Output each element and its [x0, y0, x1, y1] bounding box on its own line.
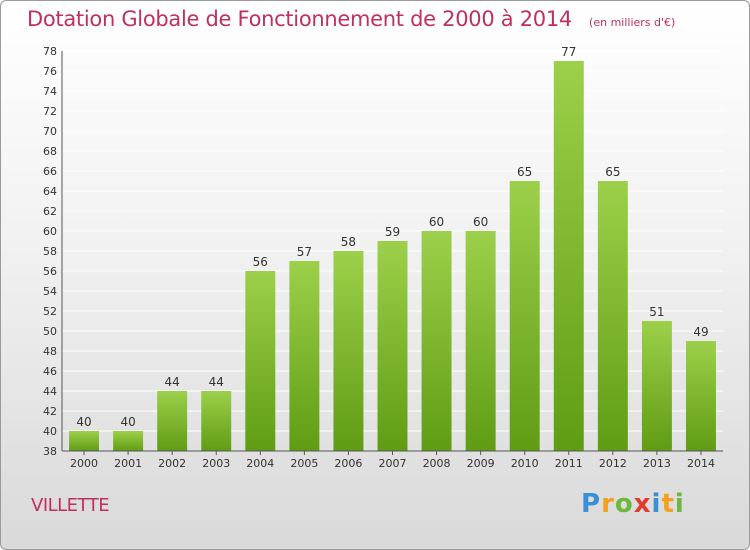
- y-tick-label: 40: [43, 425, 57, 438]
- value-label: 58: [341, 235, 356, 249]
- x-tick-label: 2013: [643, 457, 671, 470]
- y-tick-label: 50: [43, 325, 57, 338]
- y-tick-label: 60: [43, 225, 57, 238]
- bar: [509, 181, 540, 451]
- commune-name: VILLETTE: [31, 495, 110, 516]
- logo-letter: r: [601, 489, 615, 519]
- logo-letter: x: [633, 489, 652, 519]
- y-tick-label: 52: [43, 305, 57, 318]
- y-tick-label: 78: [43, 45, 57, 58]
- y-tick-label: 44: [43, 385, 57, 398]
- x-tick-label: 2004: [246, 457, 274, 470]
- title-row: Dotation Globale de Fonctionnement de 20…: [27, 7, 675, 31]
- y-tick-label: 46: [43, 365, 57, 378]
- value-label: 44: [165, 375, 180, 389]
- y-tick-label: 38: [43, 445, 57, 458]
- y-tick-label: 42: [43, 405, 57, 418]
- y-tick-label: 68: [43, 145, 57, 158]
- bar: [641, 321, 672, 451]
- bar: [685, 341, 716, 451]
- logo-letter: P: [581, 489, 602, 519]
- x-tick-label: 2009: [467, 457, 495, 470]
- logo-letter: i: [674, 489, 685, 519]
- value-label: 40: [120, 415, 135, 429]
- value-label: 40: [76, 415, 91, 429]
- value-label: 44: [209, 375, 224, 389]
- value-label: 65: [605, 165, 620, 179]
- bar: [245, 271, 276, 451]
- value-label: 57: [297, 245, 312, 259]
- value-label: 60: [473, 215, 488, 229]
- y-tick-label: 64: [43, 185, 57, 198]
- value-label: 65: [517, 165, 532, 179]
- y-tick-label: 74: [43, 85, 57, 98]
- bar: [597, 181, 628, 451]
- bar: [377, 241, 408, 451]
- y-tick-label: 70: [43, 125, 57, 138]
- x-tick-label: 2001: [114, 457, 142, 470]
- bar: [113, 431, 144, 451]
- x-tick-label: 2014: [687, 457, 715, 470]
- bar: [69, 431, 100, 451]
- x-tick-label: 2002: [158, 457, 186, 470]
- y-tick-label: 66: [43, 165, 57, 178]
- value-label: 59: [385, 225, 400, 239]
- x-tick-label: 2007: [379, 457, 407, 470]
- proxiti-logo: Proxiti: [581, 489, 685, 519]
- bar: [333, 251, 364, 451]
- bar: [157, 391, 188, 451]
- x-tick-label: 2010: [511, 457, 539, 470]
- bar: [465, 231, 496, 451]
- chart-title: Dotation Globale de Fonctionnement de 20…: [27, 7, 572, 31]
- x-tick-label: 2003: [202, 457, 230, 470]
- logo-letter: t: [661, 489, 675, 519]
- x-tick-label: 2008: [423, 457, 451, 470]
- value-label: 77: [561, 45, 576, 59]
- value-label: 51: [649, 305, 664, 319]
- logo-letter: i: [651, 489, 662, 519]
- x-tick-label: 2000: [70, 457, 98, 470]
- y-tick-label: 76: [43, 65, 57, 78]
- x-tick-label: 2006: [334, 457, 362, 470]
- value-label: 49: [693, 325, 708, 339]
- value-label: 56: [253, 255, 268, 269]
- y-tick-label: 58: [43, 245, 57, 258]
- bar: [553, 61, 584, 451]
- bar-layer: 40 40 44 44 56 57 58 59 60 60 65 77 65 51 49: [69, 45, 716, 451]
- x-tick-label: 2012: [599, 457, 627, 470]
- x-tick-label: 2011: [555, 457, 583, 470]
- logo-letter: o: [614, 489, 634, 519]
- value-label: 60: [429, 215, 444, 229]
- y-tick-label: 48: [43, 345, 57, 358]
- bar: [289, 261, 320, 451]
- y-tick-label: 72: [43, 105, 57, 118]
- x-tick-label: 2005: [290, 457, 318, 470]
- y-tick-label: 62: [43, 205, 57, 218]
- chart-unit: (en milliers d'€): [589, 16, 676, 29]
- bar: [421, 231, 452, 451]
- y-tick-label: 54: [43, 285, 57, 298]
- y-tick-label: 56: [43, 265, 57, 278]
- axis-layer: 38 40 42 44 46 48 50 52 54 56 58 60 62 64 66 68 70 72 74 76…: [43, 45, 723, 470]
- bar: [201, 391, 232, 451]
